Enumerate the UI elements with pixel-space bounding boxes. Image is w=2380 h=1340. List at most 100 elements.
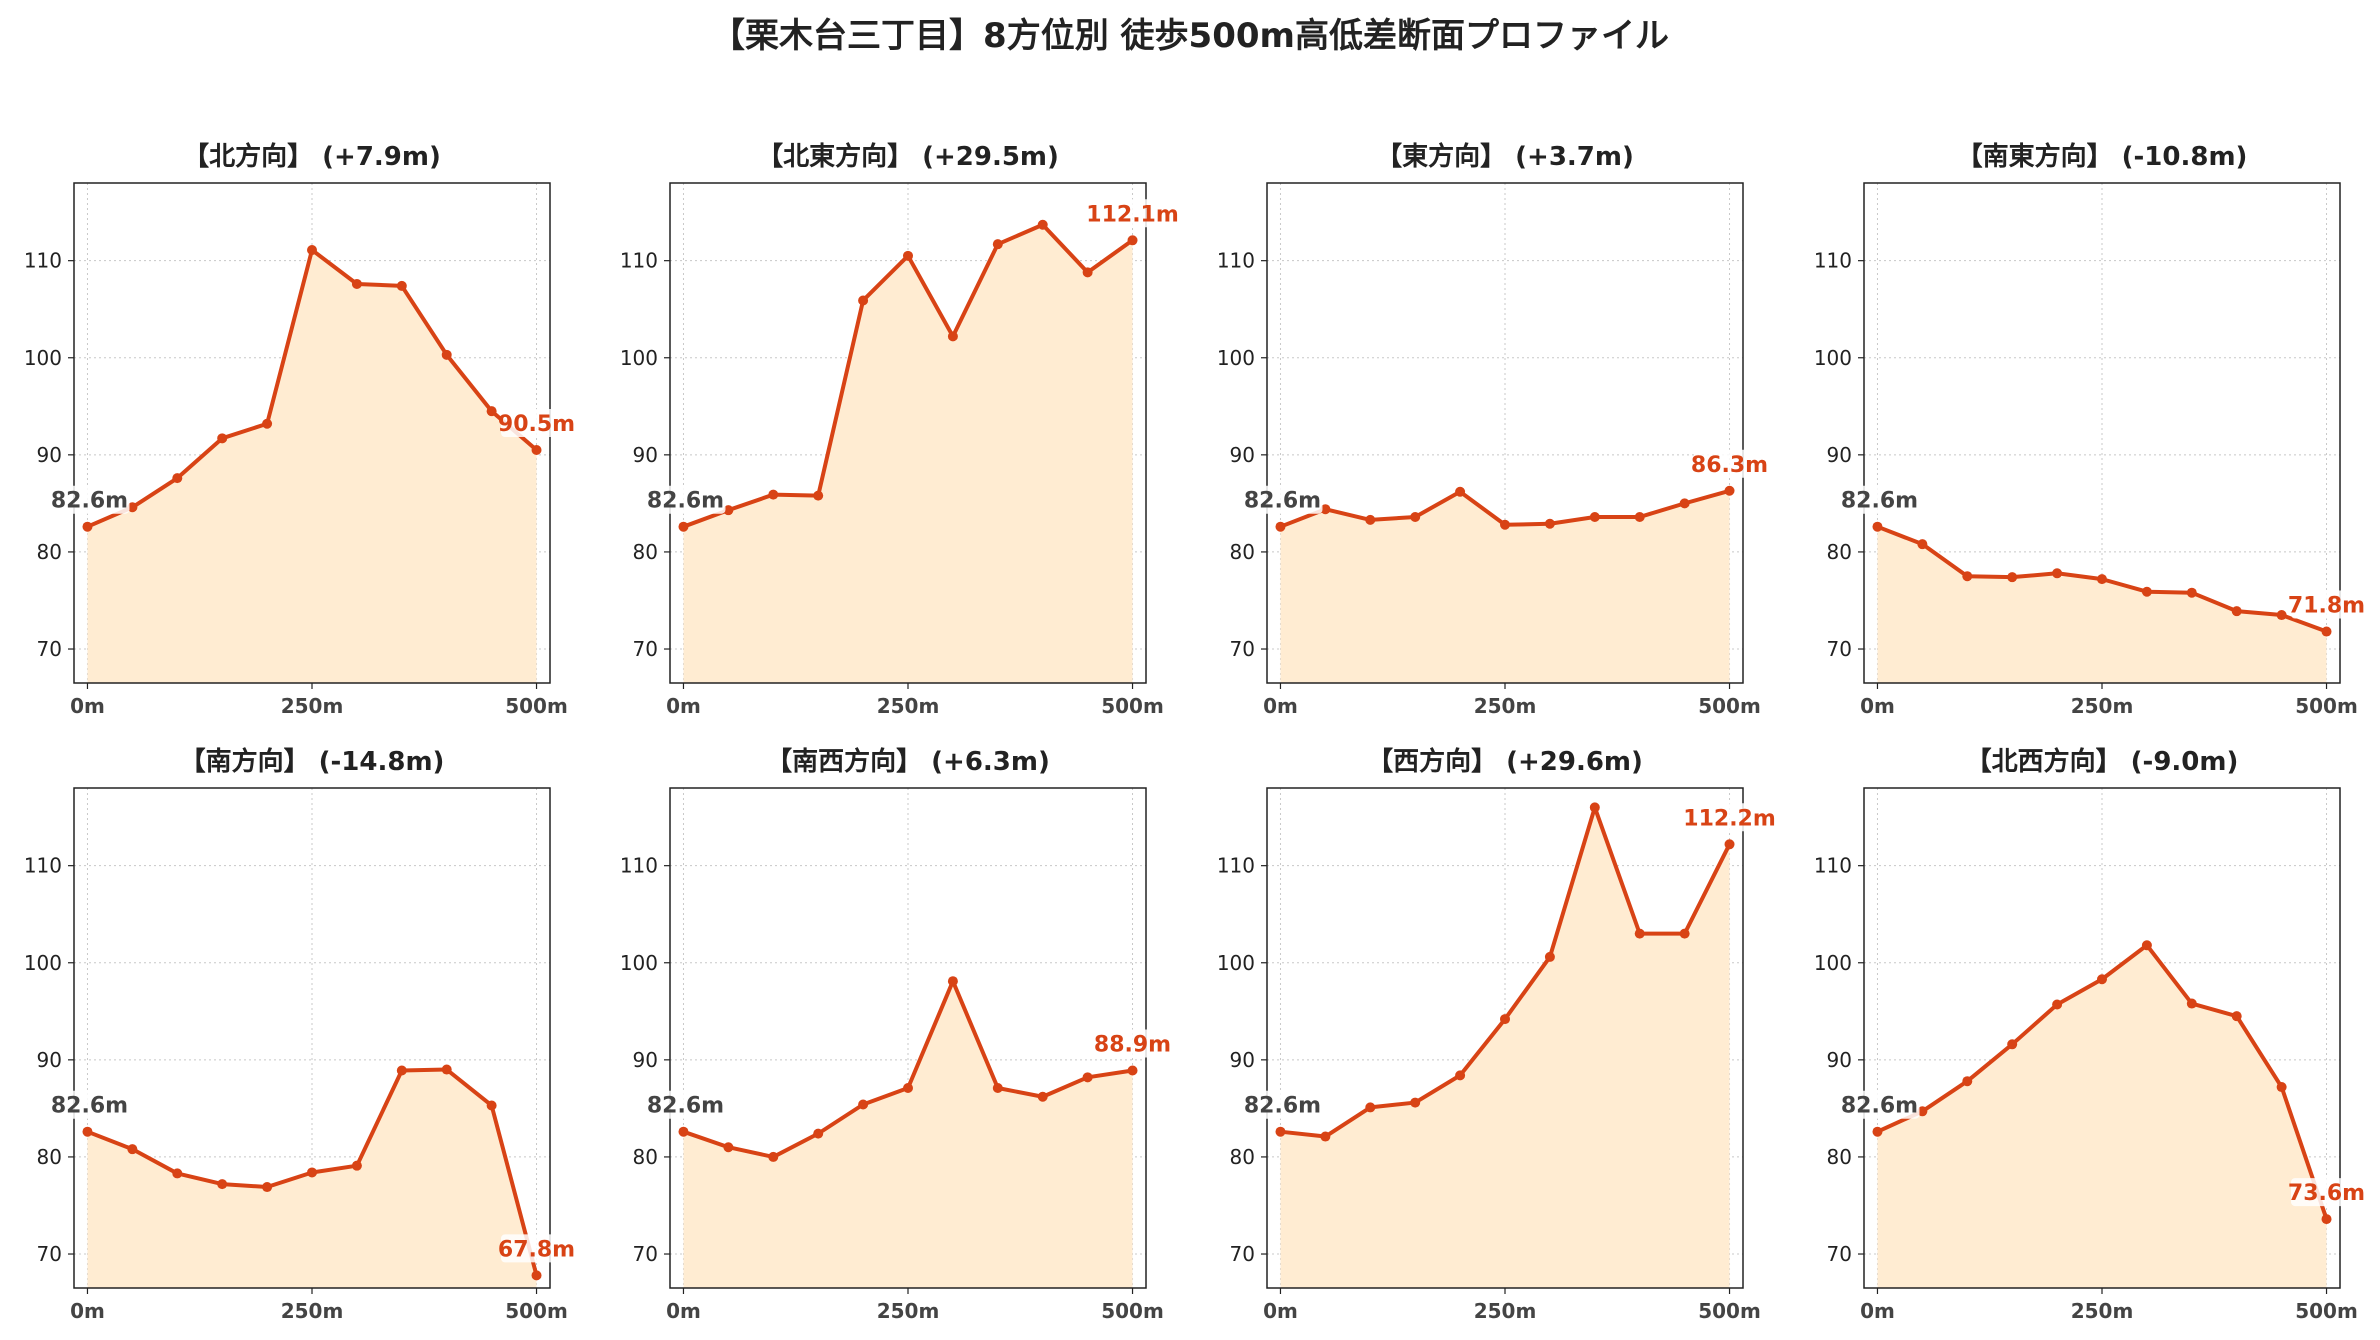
start-label: 82.6m <box>647 1094 724 1119</box>
ytick-label: 80 <box>1827 540 1852 564</box>
data-point <box>768 489 779 500</box>
xtick-label: 500m <box>1698 1299 1761 1323</box>
data-point <box>2186 587 2197 598</box>
data-point <box>1679 498 1690 509</box>
data-point <box>1917 1106 1928 1117</box>
panel-title: 【南東方向】 (-10.8m) <box>1957 141 2248 172</box>
ytick-label: 70 <box>1230 1242 1255 1266</box>
ytick-label: 70 <box>1827 1242 1852 1266</box>
data-point <box>903 250 913 261</box>
data-point <box>1365 1102 1376 1113</box>
data-point <box>2321 626 2332 637</box>
data-point <box>396 280 407 291</box>
data-point <box>1589 511 1600 522</box>
xtick-label: 0m <box>70 1299 105 1323</box>
data-point <box>723 505 734 516</box>
ytick-label: 90 <box>1230 1048 1255 1072</box>
xtick-label: 250m <box>1474 694 1537 718</box>
xtick-label: 500m <box>1698 694 1761 718</box>
ytick-label: 100 <box>24 346 62 370</box>
xtick-label: 0m <box>1860 1299 1895 1323</box>
data-point <box>307 1167 317 1178</box>
data-point <box>992 1083 1003 1093</box>
ytick-label: 110 <box>1217 249 1255 273</box>
ytick-label: 100 <box>1814 951 1852 975</box>
panel-title: 【南西方向】 (+6.3m) <box>766 746 1050 777</box>
start-label: 82.6m <box>51 489 128 514</box>
data-point <box>2097 574 2107 585</box>
ytick-label: 110 <box>620 854 658 878</box>
xtick-label: 250m <box>2071 1299 2134 1323</box>
area-fill <box>87 249 537 683</box>
ytick-label: 100 <box>1217 346 1255 370</box>
data-point <box>2052 999 2063 1010</box>
ytick-label: 110 <box>1814 249 1852 273</box>
data-point <box>1410 511 1421 522</box>
data-point <box>1962 571 1973 582</box>
area-fill <box>683 224 1133 684</box>
start-label-bg <box>1242 1090 1323 1119</box>
xtick-label: 0m <box>1860 694 1895 718</box>
data-point <box>1320 1131 1331 1142</box>
start-label-bg <box>1839 485 1920 514</box>
data-point <box>307 244 317 255</box>
ytick-label: 90 <box>1827 443 1852 467</box>
data-point <box>262 1182 273 1193</box>
start-label: 82.6m <box>1244 489 1321 514</box>
data-point <box>1500 1014 1510 1025</box>
ytick-label: 80 <box>1827 1145 1852 1169</box>
data-point <box>1037 1091 1048 1102</box>
ytick-label: 100 <box>1217 951 1255 975</box>
end-label: 71.8m <box>2288 594 2365 619</box>
ytick-label: 100 <box>620 346 658 370</box>
data-point <box>351 278 362 289</box>
end-label: 86.3m <box>1691 453 1768 478</box>
ytick-label: 90 <box>633 1048 658 1072</box>
data-point <box>678 1126 689 1137</box>
area-fill <box>1280 807 1730 1288</box>
data-point <box>1365 514 1376 525</box>
start-label: 82.6m <box>1244 1094 1321 1119</box>
ytick-label: 90 <box>37 443 62 467</box>
ytick-label: 80 <box>1230 540 1255 564</box>
xtick-label: 250m <box>877 694 940 718</box>
data-point <box>1320 504 1331 515</box>
panel-title: 【北方向】 (+7.9m) <box>183 141 441 172</box>
ytick-label: 80 <box>633 1145 658 1169</box>
data-point <box>531 1270 542 1281</box>
data-point <box>2231 1011 2242 1022</box>
xtick-label: 250m <box>2071 694 2134 718</box>
data-point <box>723 1142 734 1153</box>
ytick-label: 100 <box>1814 346 1852 370</box>
data-point <box>172 473 183 484</box>
ytick-label: 90 <box>37 1048 62 1072</box>
area-fill <box>683 981 1133 1288</box>
data-point <box>858 1099 869 1110</box>
xtick-label: 0m <box>666 694 701 718</box>
xtick-label: 500m <box>1101 1299 1164 1323</box>
data-point <box>262 418 273 429</box>
panel-title: 【北東方向】 (+29.5m) <box>757 141 1059 172</box>
area-fill <box>1280 490 1730 683</box>
data-point <box>1082 1072 1093 1083</box>
xtick-label: 250m <box>281 1299 344 1323</box>
xtick-label: 500m <box>1101 694 1164 718</box>
end-label-bg <box>2291 1178 2363 1207</box>
start-label-bg <box>645 1090 726 1119</box>
data-point <box>2007 1039 2018 1050</box>
data-point <box>678 521 689 532</box>
start-label: 82.6m <box>1841 1094 1918 1119</box>
data-point <box>1589 802 1600 813</box>
start-label-bg <box>1839 1090 1920 1119</box>
end-label: 112.2m <box>1683 806 1776 831</box>
data-point <box>351 1160 362 1171</box>
data-point <box>1544 518 1555 529</box>
ytick-label: 110 <box>24 854 62 878</box>
end-label-bg <box>1687 803 1772 832</box>
start-label-bg <box>1242 485 1323 514</box>
start-label-bg <box>49 1090 130 1119</box>
end-label: 88.9m <box>1094 1033 1171 1058</box>
data-point <box>813 490 824 501</box>
end-label-bg <box>1694 449 1766 478</box>
data-point <box>486 1100 497 1111</box>
